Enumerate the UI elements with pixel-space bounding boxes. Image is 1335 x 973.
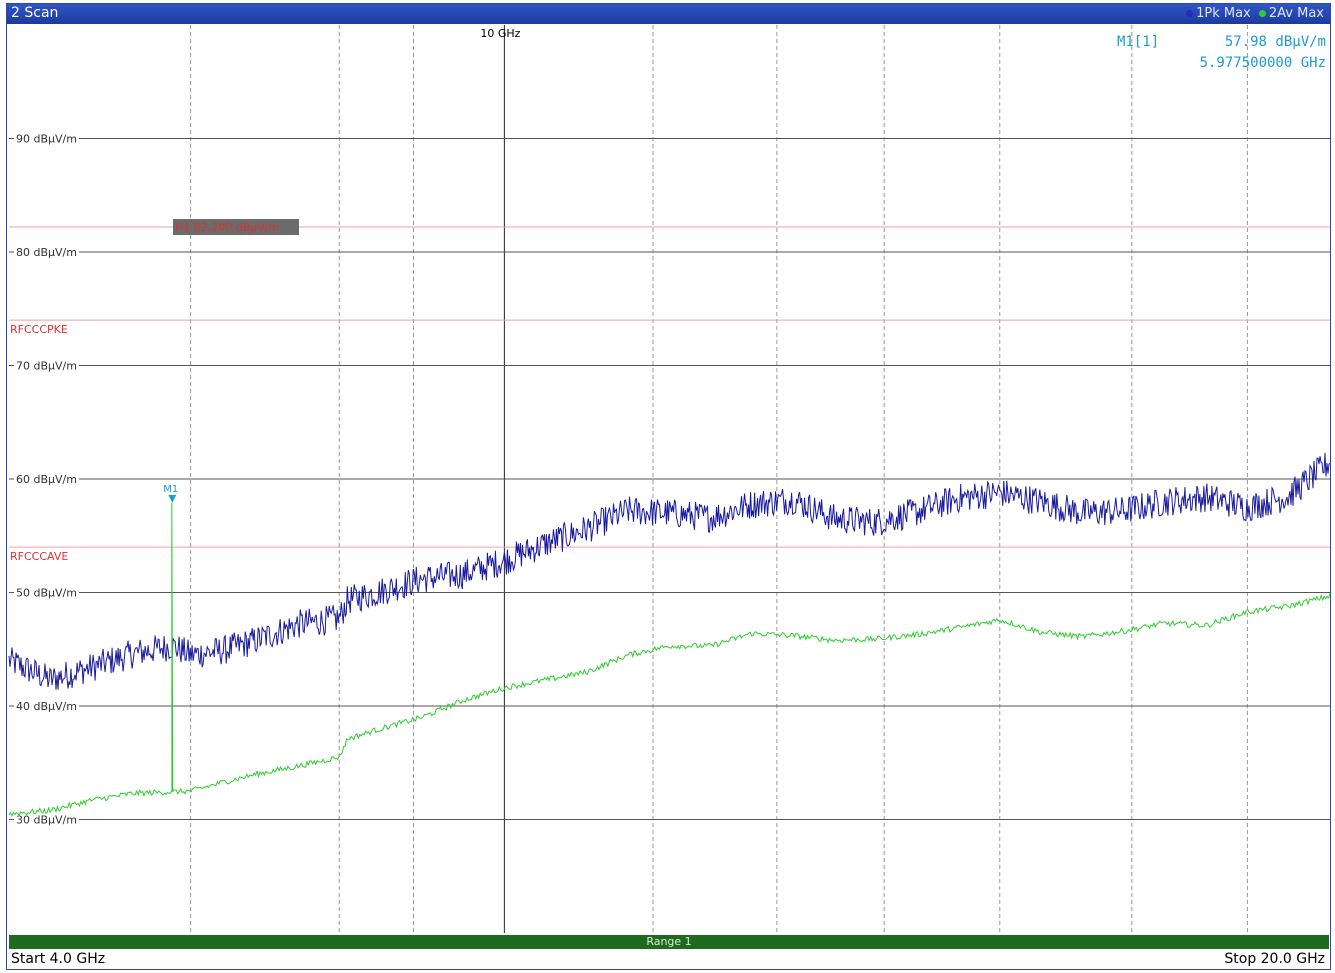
- y-tick-label-bg: [14, 586, 79, 600]
- marker-readout-name: M1[1]: [1117, 34, 1159, 50]
- trace-2av-max: [8, 502, 1331, 818]
- trace2-swatch: [1258, 9, 1266, 17]
- frequency-footer: Start 4.0 GHz Stop 20.0 GHz: [9, 950, 1329, 970]
- y-tick-label-bg: [14, 473, 79, 486]
- y-tick-label-bg: [14, 246, 79, 259]
- start-frequency: Start 4.0 GHz: [11, 951, 106, 967]
- stop-frequency: Stop 20.0 GHz: [1224, 951, 1325, 967]
- limit-line-label: RFCCCPKE: [10, 323, 68, 336]
- y-tick-label: 50 dBµV/m: [16, 587, 77, 600]
- marker-m1-label: M1: [163, 484, 178, 495]
- limit-line-label: H1 82.200 dBµV/m: [175, 221, 279, 234]
- window-title: 2 Scan: [11, 5, 59, 21]
- title-bar: 2 Scan 1Pk Max 2Av Max: [7, 4, 1330, 24]
- chart-window-frame: [6, 3, 1331, 970]
- y-tick-label-bg: [14, 359, 79, 373]
- y-tick-label: 70 dBµV/m: [16, 360, 77, 373]
- trace2-legend-label: 2Av Max: [1268, 6, 1324, 21]
- y-tick-label: 40 dBµV/m: [16, 700, 77, 713]
- trace1-swatch: [1186, 9, 1194, 17]
- trace-legend: 1Pk Max 2Av Max: [1186, 6, 1324, 21]
- limit-line-label: RFCCCAVE: [10, 550, 68, 563]
- y-tick-label: 90 dBµV/m: [16, 133, 77, 146]
- x-center-label: 10 GHz: [480, 27, 520, 40]
- y-tick-label: 80 dBµV/m: [16, 246, 77, 259]
- marker-readout-level: 57.98 dBµV/m: [1225, 34, 1326, 50]
- trace-1pk-max: [8, 452, 1331, 690]
- marker-readout-frequency: 5.977500000 GHz: [1200, 55, 1326, 71]
- y-tick-label: 30 dBµV/m: [16, 814, 77, 827]
- range-bar: Range 1: [9, 935, 1329, 949]
- y-tick-label-bg: [14, 700, 79, 713]
- y-tick-label-bg: [14, 132, 79, 146]
- range-label: Range 1: [646, 935, 692, 948]
- trace1-legend-label: 1Pk Max: [1196, 6, 1251, 21]
- y-tick-label-bg: [14, 813, 79, 827]
- marker-m1-triangle: [168, 494, 177, 503]
- limit-line-label-box: [173, 219, 299, 236]
- y-tick-label: 60 dBµV/m: [16, 473, 77, 486]
